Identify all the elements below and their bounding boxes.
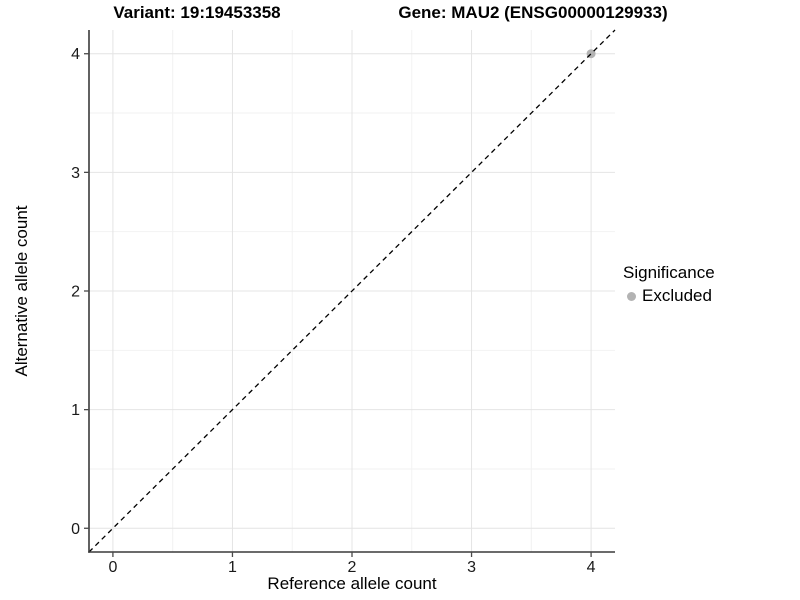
- y-tick-label: 3: [71, 165, 80, 182]
- y-tick-label: 1: [71, 402, 80, 419]
- y-tick-label: 2: [71, 284, 80, 301]
- y-tick-label: 0: [71, 521, 80, 538]
- x-axis-title: Reference allele count: [267, 574, 437, 593]
- x-tick-label: 2: [348, 559, 357, 576]
- identity-dashed-line: [88, 29, 616, 553]
- x-tick-label: 1: [228, 559, 237, 576]
- x-tick-label: 4: [587, 559, 596, 576]
- plot-title-gene: Gene: MAU2 (ENSG00000129933): [398, 3, 668, 22]
- legend-title: Significance: [623, 263, 715, 282]
- y-axis-title: Alternative allele count: [12, 205, 31, 377]
- legend-item-label: Excluded: [642, 286, 712, 305]
- x-tick-label: 3: [467, 559, 476, 576]
- excluded-point-icon: [627, 291, 636, 301]
- legend-item-excluded: Excluded: [623, 286, 715, 306]
- plot-title-variant: Variant: 19:19453358: [113, 3, 281, 22]
- legend: Significance Excluded: [623, 263, 715, 306]
- x-tick-label: 0: [108, 559, 117, 576]
- y-tick-label: 4: [71, 46, 80, 63]
